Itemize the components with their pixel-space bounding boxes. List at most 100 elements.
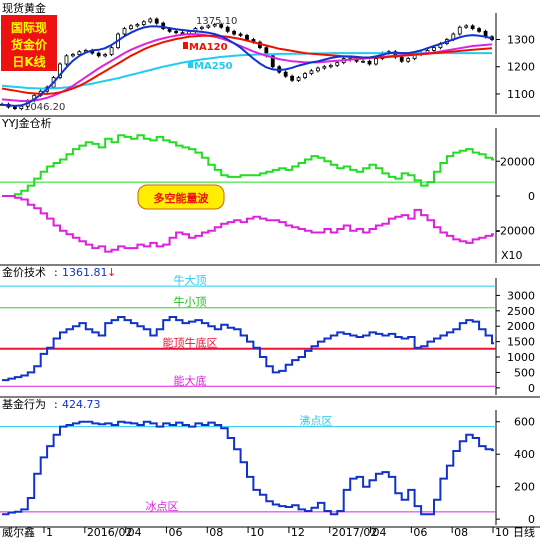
- candle-body: [154, 18, 159, 24]
- x-axis-tick-label: 1: [46, 526, 53, 539]
- panel4-reference-label-2: 冰点区: [146, 500, 179, 513]
- candle-body: [199, 26, 204, 30]
- candle-body: [232, 30, 237, 35]
- candle-body: [361, 60, 365, 63]
- candle-body: [225, 26, 230, 32]
- candle-body: [270, 55, 275, 68]
- candle-body: [174, 30, 178, 34]
- panel1-badge: 国际现 货金价 日K线: [1, 15, 57, 71]
- candle-body: [316, 67, 320, 72]
- x-axis-tick-label: 10: [495, 526, 509, 539]
- panel4-y-tick-label: 600: [514, 416, 535, 429]
- candle-body: [457, 26, 462, 35]
- x-axis-tick-label: 04: [373, 526, 387, 539]
- panel2-series-2-line: [2, 195, 494, 253]
- candle-body: [109, 47, 114, 55]
- panel4-y-tick-label: 400: [514, 448, 535, 461]
- panel1-badge-line3: 日K线: [12, 54, 45, 69]
- candle-body: [303, 73, 307, 79]
- x-axis-tick-label: 04: [128, 526, 142, 539]
- panel3-title-label: 金价技术: [2, 265, 46, 279]
- panel2-y-tick-label: -20000: [496, 225, 535, 238]
- candle-body: [12, 106, 17, 109]
- panel3-y-tick-label: 1000: [507, 351, 535, 364]
- panel4-reference-label-1: 沸点区: [300, 415, 333, 428]
- candle-body: [335, 62, 340, 66]
- panel1-badge-box: [1, 15, 57, 71]
- candle-body: [19, 105, 24, 109]
- panel1-y-tick-label: 1300: [507, 34, 535, 47]
- candle-body: [367, 60, 372, 65]
- panel2-y-tick-label: 0: [528, 190, 535, 203]
- panel3-y-tick-label: 0: [528, 382, 535, 395]
- candle-body: [238, 33, 243, 36]
- candle-body: [103, 54, 108, 57]
- ma250-legend-label: MA250: [194, 61, 233, 72]
- ma-fast-line: [1, 25, 493, 107]
- candle-body: [432, 47, 436, 51]
- candle-body: [328, 64, 333, 68]
- ma120-line: [1, 34, 493, 95]
- candle-body: [71, 54, 75, 57]
- panel1-y-tick-label: 1200: [507, 61, 535, 74]
- candle-body: [290, 75, 295, 81]
- candle-body: [406, 58, 411, 62]
- candle-body: [283, 71, 288, 77]
- candle-body: [212, 24, 217, 27]
- panel2-badge-box: [137, 184, 225, 210]
- panel3-reference-label-1: 牛大顶: [174, 273, 207, 287]
- panel3-title-value: 1361.81: [62, 266, 108, 279]
- panel4-title-label: 基金行为: [2, 397, 46, 411]
- x-axis-tick-label: 08: [209, 526, 223, 539]
- panel3-trend-marker: ↓: [107, 266, 116, 279]
- candle-body: [96, 52, 101, 57]
- panel4-title-sep: :: [54, 398, 58, 411]
- x-axis-tick-label: 2017/02: [332, 526, 378, 539]
- panel3-series-line: [2, 316, 494, 382]
- chart-plot-layer: 110012001300200000-200003000250020001500…: [0, 13, 540, 539]
- candle-body: [322, 66, 327, 69]
- candle-body: [129, 25, 133, 30]
- panel4-y-tick-label: 0: [528, 513, 535, 526]
- panel2-badge: 多空能量波: [137, 184, 225, 210]
- panel3-reference-label-2: 牛小顶: [174, 295, 207, 309]
- x-axis-prefix: 威尔鑫: [2, 525, 35, 539]
- panel1-low-label: 1046.20: [24, 102, 65, 113]
- x-axis-tick-label: 10: [250, 526, 264, 539]
- candle-body: [477, 28, 482, 32]
- panel3-reference-label-3: 能顶牛底区: [163, 336, 218, 350]
- ma250-legend-swatch: [188, 61, 193, 68]
- panel3-y-tick-label: 2000: [507, 320, 535, 333]
- panel3-reference-label-4: 能大底: [174, 373, 207, 387]
- candle-body: [148, 18, 153, 23]
- panel4-series-line: [2, 420, 494, 516]
- panel2-series-1-line: [2, 134, 494, 197]
- candle-body: [245, 35, 249, 40]
- panel4-y-tick-label: 200: [514, 481, 535, 494]
- candle-body: [399, 56, 404, 62]
- panel1-high-label: 1375.10: [196, 16, 237, 27]
- x-axis-tick-label: 12: [291, 526, 305, 539]
- panel2-title: YYJ金仓析: [1, 116, 52, 130]
- candle-body: [464, 25, 469, 28]
- candle-body: [374, 58, 378, 65]
- candle-body: [296, 77, 301, 81]
- ma120-legend-label: MA120: [189, 42, 228, 53]
- panel3-y-tick-label: 500: [514, 366, 535, 379]
- panel1-badge-line2: 货金价: [11, 37, 48, 52]
- x-axis-tick-label: 08: [454, 526, 468, 539]
- panel1-y-tick-label: 1100: [507, 88, 535, 101]
- x-axis-tick-label: 2016/02: [87, 526, 133, 539]
- panel1-badge-line1: 国际现: [11, 21, 47, 35]
- candle-body: [58, 63, 62, 79]
- candle-body: [206, 25, 211, 28]
- candle-body: [219, 24, 224, 28]
- ma120-legend-swatch: [183, 42, 188, 49]
- candle-body: [64, 55, 69, 65]
- candle-body: [77, 51, 82, 55]
- panel3-title-sep: :: [54, 266, 58, 279]
- panel1-title: 现货黄金: [2, 1, 46, 15]
- x-axis-suffix: 日线: [513, 525, 535, 539]
- panel2-y-tick-label: 20000: [500, 155, 535, 168]
